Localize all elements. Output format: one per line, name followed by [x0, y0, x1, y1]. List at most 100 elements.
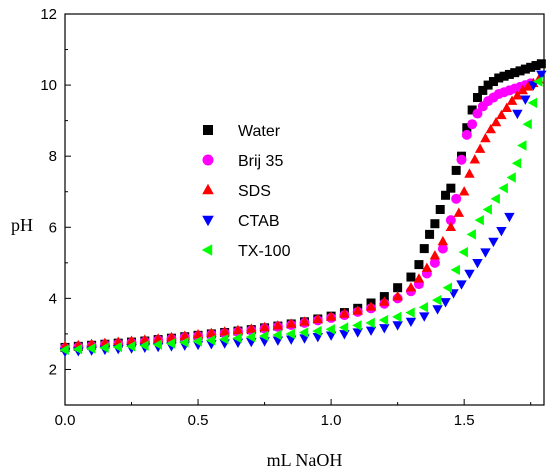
point-tx-100: [442, 282, 452, 293]
legend-label-ctab: CTAB: [238, 213, 279, 230]
point-tx-100: [418, 302, 429, 313]
point-sds: [246, 323, 257, 333]
legend-marker-sds: [202, 183, 214, 195]
point-ctab: [365, 326, 377, 336]
x-tick-label: 1.0: [321, 412, 342, 429]
y-tick-label: 8: [49, 148, 57, 165]
point-sds: [501, 102, 512, 112]
point-sds: [522, 81, 534, 91]
point-ctab: [339, 330, 350, 340]
legend-marker-ctab: [202, 215, 214, 227]
point-water: [478, 85, 488, 95]
point-brij-35: [461, 129, 472, 140]
point-water: [462, 123, 472, 133]
y-axis-title: pH: [11, 215, 33, 235]
point-tx-100: [458, 246, 468, 258]
point-sds: [517, 84, 528, 95]
point-sds: [437, 235, 449, 246]
x-tick-label: 0.0: [55, 412, 76, 429]
point-ctab: [504, 212, 515, 223]
point-ctab: [496, 227, 507, 237]
y-tick-label: 6: [49, 219, 57, 236]
point-tx-100: [450, 264, 460, 276]
y-tick-label: 10: [40, 77, 57, 94]
point-sds: [405, 282, 417, 292]
point-sds: [512, 90, 523, 100]
point-ctab: [528, 81, 539, 91]
point-water: [494, 73, 504, 83]
point-sds: [179, 330, 190, 340]
point-tx-100: [498, 182, 508, 194]
point-water: [435, 205, 445, 214]
point-water: [483, 80, 493, 90]
x-axis-title: mL NaOH: [267, 450, 343, 470]
point-water: [406, 272, 416, 282]
point-ctab: [440, 298, 451, 308]
point-water: [446, 183, 456, 193]
point-tx-100: [298, 327, 309, 338]
point-ctab: [536, 70, 547, 81]
point-ctab: [405, 317, 417, 328]
point-sds: [413, 273, 425, 283]
point-water: [393, 283, 403, 293]
data-marks: [59, 59, 547, 358]
point-tx-100: [192, 336, 202, 347]
point-tx-100: [285, 328, 295, 340]
point-ctab: [464, 269, 475, 280]
series-sds: [59, 74, 544, 351]
point-sds: [490, 116, 502, 127]
point-water: [451, 165, 461, 175]
point-tx-100: [378, 314, 389, 326]
y-tick-label: 4: [49, 290, 57, 307]
point-tx-100: [490, 193, 500, 205]
point-ctab: [419, 312, 430, 322]
point-water: [467, 105, 477, 115]
point-sds: [325, 311, 337, 321]
point-water: [504, 69, 514, 79]
point-tx-100: [86, 343, 96, 354]
legend-label-tx-100: TX-100: [238, 243, 291, 260]
point-ctab: [325, 331, 337, 341]
series-tx-100: [59, 76, 543, 356]
point-water: [414, 260, 424, 270]
point-sds: [469, 154, 481, 164]
point-tx-100: [517, 140, 527, 151]
point-tx-100: [219, 334, 229, 345]
point-tx-100: [312, 325, 322, 337]
point-sds: [445, 221, 457, 232]
point-sds: [352, 305, 363, 315]
point-tx-100: [474, 214, 484, 226]
point-tx-100: [466, 229, 476, 240]
y-tick-label: 12: [40, 6, 57, 23]
point-brij-35: [467, 119, 478, 130]
point-tx-100: [352, 320, 362, 331]
legend-label-sds: SDS: [238, 183, 271, 200]
x-tick-label: 1.5: [454, 412, 475, 429]
point-water: [499, 71, 509, 81]
point-ctab: [432, 305, 443, 315]
point-water: [419, 244, 429, 254]
point-ctab: [352, 328, 363, 338]
point-tx-100: [232, 332, 242, 344]
point-water: [472, 93, 482, 103]
point-sds: [272, 320, 284, 330]
series-brij-35: [60, 78, 536, 354]
legend: Water Brij 35 SDS CTAB TX-100: [201, 123, 291, 260]
point-sds: [429, 250, 441, 260]
point-tx-100: [139, 340, 149, 351]
point-brij-35: [437, 243, 448, 254]
point-brij-35: [472, 108, 483, 119]
point-tx-100: [259, 330, 269, 342]
point-tx-100: [72, 343, 83, 355]
point-tx-100: [511, 158, 522, 169]
point-sds: [285, 318, 297, 328]
series-water: [60, 59, 546, 352]
point-tx-100: [431, 294, 442, 306]
legend-marker-tx-100: [201, 244, 213, 256]
legend-marker-brij-35: [202, 154, 214, 166]
point-water: [526, 62, 536, 72]
point-sds: [485, 123, 496, 134]
point-brij-35: [451, 193, 462, 204]
point-ctab: [392, 321, 403, 331]
legend-marker-water: [203, 125, 213, 135]
